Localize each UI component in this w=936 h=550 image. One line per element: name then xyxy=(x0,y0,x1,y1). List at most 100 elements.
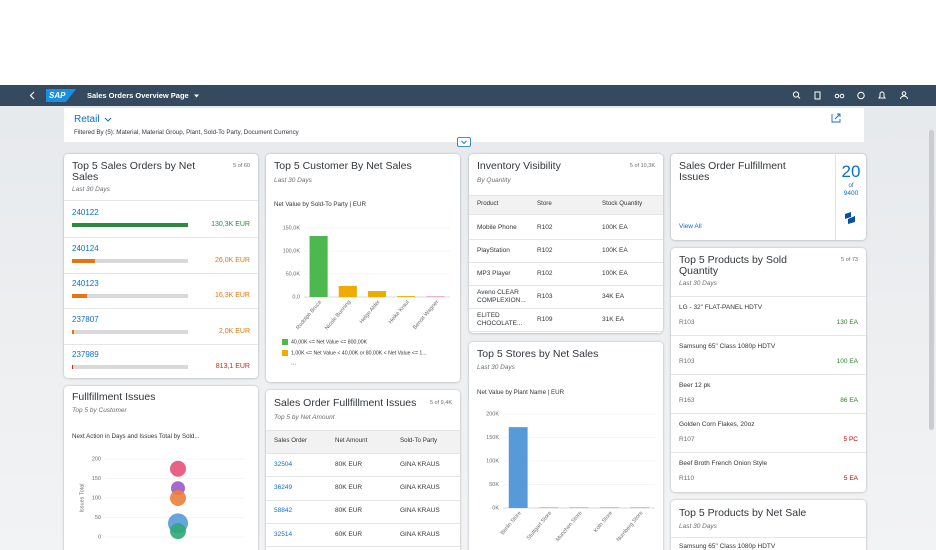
order-id-link[interactable]: 237989 xyxy=(72,350,99,359)
row-key: Mobile Phone xyxy=(477,223,517,231)
product-store: R163 xyxy=(679,397,695,404)
divider xyxy=(671,452,866,453)
x-tick-label: Benoit Wagner xyxy=(412,299,440,331)
variant-chevron[interactable] xyxy=(104,117,112,122)
user-icon[interactable] xyxy=(900,91,908,100)
collapse-header-button[interactable] xyxy=(457,137,471,147)
stores-card: Top 5 Stores by Net Sales Last 30 Days Net… xyxy=(469,342,663,550)
card-count: 5 of 73 xyxy=(841,257,858,263)
row-key: ELITED CHOCOLATE... xyxy=(477,311,523,327)
row-key[interactable]: 36249 xyxy=(274,483,293,491)
x-tick-label: Helge Alder xyxy=(359,299,382,325)
y-axis-label: Issues Total xyxy=(79,484,85,513)
order-id-link[interactable]: 240122 xyxy=(72,208,99,217)
search-icon[interactable] xyxy=(792,91,801,99)
product-name: Beer 12 pk xyxy=(679,382,711,389)
kpi-of: of xyxy=(848,183,854,189)
bar xyxy=(508,427,528,508)
title-menu-caret[interactable] xyxy=(194,94,199,98)
table-header xyxy=(469,195,663,215)
back-button[interactable] xyxy=(29,91,35,100)
divider xyxy=(671,413,866,414)
order-net-sales: 2,0K EUR xyxy=(218,327,250,335)
notifications-icon[interactable] xyxy=(878,91,886,99)
row-key: Aveno CLEAR COMPLEXION... xyxy=(477,288,526,304)
share-icon[interactable] xyxy=(831,113,841,123)
variant-title[interactable]: Retail xyxy=(74,114,100,125)
row-cell: 60K EUR xyxy=(335,530,363,538)
row-key[interactable]: 32504 xyxy=(274,460,293,468)
card-title: Inventory Visibility xyxy=(477,160,561,172)
divider xyxy=(64,237,258,238)
x-tick-label: Nicole Bunning xyxy=(324,299,352,331)
view-all-link[interactable]: View All xyxy=(679,223,702,230)
order-id-link[interactable]: 240124 xyxy=(72,243,99,253)
kpi-divider xyxy=(835,154,836,240)
legend-more: ... xyxy=(291,361,296,367)
y-tick-label: 100K xyxy=(486,458,499,464)
row-key: MP3 Player xyxy=(477,269,511,277)
progress-bar xyxy=(72,223,188,227)
product-store: R107 xyxy=(679,436,695,443)
row-cell: GINA KRAUS xyxy=(400,530,440,538)
product-name: Beef Broth French Onion Style xyxy=(679,460,768,467)
card-subtitle: Last 30 Days xyxy=(679,280,717,287)
chart-title: Net Value by Plant Name | EUR xyxy=(477,389,565,396)
progress-bar xyxy=(72,258,96,263)
y-tick-label: 200K xyxy=(486,411,499,417)
divider xyxy=(469,331,663,332)
product-quantity: 5 PC xyxy=(843,436,858,443)
column-header: Store xyxy=(537,200,552,207)
order-id-link[interactable]: 240123 xyxy=(72,279,99,288)
progress-bar xyxy=(72,329,74,334)
card-count: 5 of 10,3K xyxy=(629,163,655,169)
column-header: Product xyxy=(477,200,499,207)
app-title[interactable]: Sales Orders Overview Page xyxy=(87,91,189,100)
y-tick-label: 150,0K xyxy=(283,225,301,231)
divider xyxy=(469,308,663,309)
shell-bar: SAP Sales Orders Overview Page xyxy=(0,85,936,106)
icon-shape xyxy=(845,212,855,224)
card-title: Top 5 Customer By Net Sales xyxy=(274,160,412,172)
product-quantity: 86 EA xyxy=(840,397,858,404)
y-tick-label: 50K xyxy=(489,482,499,488)
y-tick-label: 100,0K xyxy=(283,248,301,254)
row-key[interactable]: 58842 xyxy=(274,507,293,515)
row-cell: 80K EUR xyxy=(335,460,363,468)
product-name: Samsung 65" Class 1080p HDTV xyxy=(679,543,776,550)
card-subtitle: Top 5 by Customer xyxy=(72,407,127,414)
order-net-sales: 26,0K EUR xyxy=(214,256,250,264)
card-subtitle: Last 30 Days xyxy=(274,177,312,184)
y-tick-label: 100 xyxy=(92,495,101,501)
bubble xyxy=(170,523,186,540)
progress-bar xyxy=(72,294,87,298)
card-subtitle: Last 30 Days xyxy=(72,186,110,193)
order-id-link[interactable]: 237807 xyxy=(72,314,99,324)
column-header: Sold-To Party xyxy=(400,437,438,444)
product-store: R103 xyxy=(679,319,695,326)
row-key[interactable]: 32514 xyxy=(274,530,293,538)
product-name: LG - 32" FLAT-PANEL HDTV xyxy=(679,304,763,311)
x-tick-label: Berlin Store xyxy=(500,510,523,536)
scrollbar[interactable] xyxy=(929,130,934,430)
bar xyxy=(367,291,387,297)
row-cell: 100K EA xyxy=(602,223,628,231)
help-icon[interactable] xyxy=(857,91,865,100)
row-cell: 31K EA xyxy=(602,315,625,323)
divider xyxy=(671,374,866,375)
row-cell: R102 xyxy=(537,223,553,231)
progress-bar xyxy=(72,365,73,369)
notes-icon[interactable] xyxy=(814,91,821,100)
divider xyxy=(266,546,460,548)
y-tick-label: 50,0K xyxy=(286,271,301,277)
x-tick-label: Nurnberg Store xyxy=(616,510,645,543)
kpi-icon xyxy=(845,212,855,224)
kpi-total: 9400 xyxy=(843,190,859,197)
order-fulfillment-card: Sales Order Fullfillment Issues 5 of 9,4K… xyxy=(266,390,460,550)
bubble-chart: 0 50 100 150 200 Issues Total xyxy=(79,456,245,540)
order-net-sales: 130,3K EUR xyxy=(211,221,250,228)
binoculars-icon[interactable] xyxy=(834,93,845,99)
column-header: Net Amount xyxy=(335,437,368,444)
row-cell: 100K EA xyxy=(602,246,628,254)
order-net-sales: 813,1 EUR xyxy=(215,363,250,370)
